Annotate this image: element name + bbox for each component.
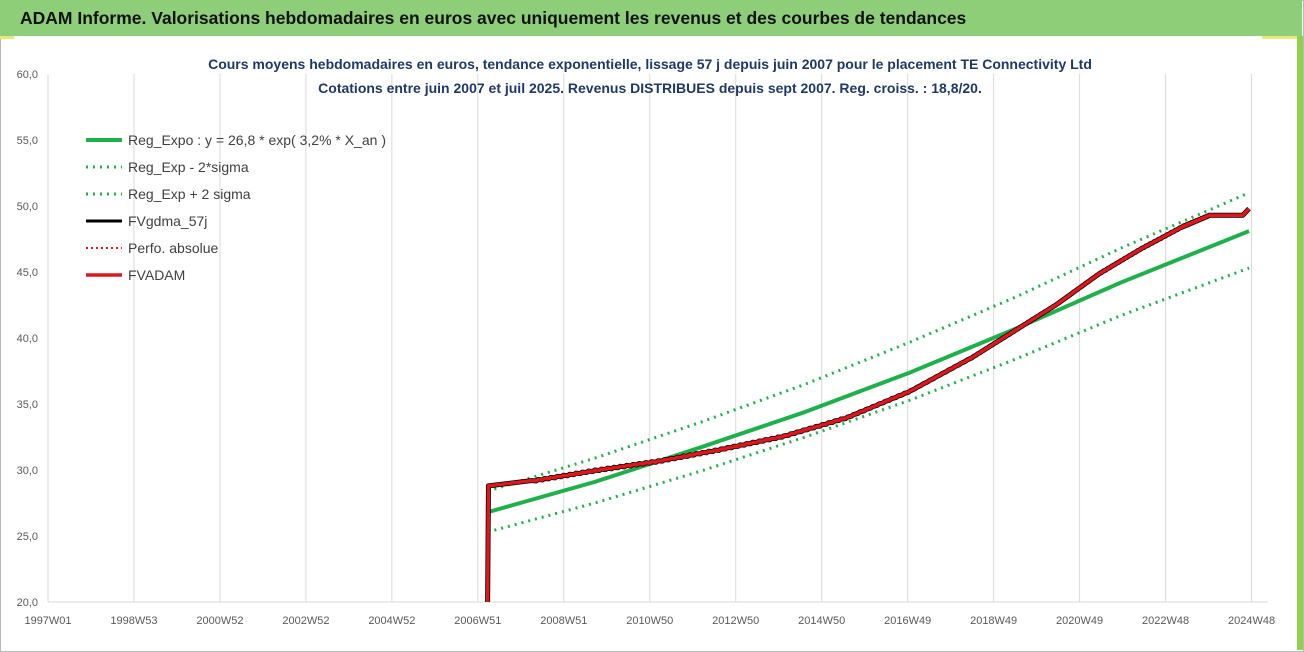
header-title: ADAM Informe. Valorisations hebdomadaire…: [20, 8, 967, 28]
x-tick-label: 1998W53: [110, 615, 157, 627]
legend-label: Reg_Expo : y = 26,8 * exp( 3,2% * X_an ): [128, 132, 386, 148]
legend-label: Perfo. absolue: [128, 240, 218, 256]
x-tick-label: 2006W51: [454, 615, 501, 627]
y-tick-label: 35,0: [17, 399, 38, 411]
x-tick-label: 2002W52: [282, 615, 329, 627]
y-axis-ticks: 20,0 25,0 30,0 35,0 40,0 45,0 50,0 55,0 60,0: [17, 69, 38, 609]
header-accent-left: [0, 36, 14, 39]
y-tick-label: 45,0: [17, 267, 38, 279]
x-axis-ticks: 1997W01 1998W53 2000W52 2002W52 2004W52 2006W…: [24, 615, 1275, 627]
series-layer: [485, 191, 1251, 603]
legend-label: Reg_Exp + 2 sigma: [128, 186, 251, 202]
chart-subtitle: Cotations entre juin 2007 et juil 2025. …: [318, 80, 982, 96]
y-tick-label: 50,0: [17, 201, 38, 213]
grid-lines: [47, 74, 1268, 603]
x-tick-label: 2016W49: [884, 615, 931, 627]
x-tick-label: 2018W49: [970, 615, 1017, 627]
x-tick-label: 2008W51: [540, 615, 587, 627]
header-bar: ADAM Informe. Valorisations hebdomadaire…: [0, 0, 1302, 36]
x-tick-label: 2024W48: [1228, 615, 1275, 627]
legend-label: Reg_Exp - 2*sigma: [128, 159, 249, 175]
y-tick-label: 40,0: [17, 333, 38, 345]
x-tick-label: 2010W50: [626, 615, 673, 627]
y-tick-label: 60,0: [17, 69, 38, 81]
x-tick-label: 2014W50: [798, 615, 845, 627]
series-line-2: [487, 191, 1250, 493]
y-tick-label: 25,0: [17, 531, 38, 543]
x-tick-label: 1997W01: [24, 615, 71, 627]
x-tick-label: 2004W52: [368, 615, 415, 627]
legend-label: FVADAM: [128, 267, 185, 283]
series-line-0: [487, 229, 1250, 515]
series-fvgdma-line: [485, 206, 1251, 603]
y-tick-label: 20,0: [17, 597, 38, 609]
header-accent-right: [1262, 36, 1297, 39]
x-tick-label: 2012W50: [712, 615, 759, 627]
y-tick-label: 55,0: [17, 135, 38, 147]
legend-label: FVgdma_57j: [128, 213, 207, 229]
series-line-3: [485, 207, 1251, 603]
series-line-1: [487, 266, 1250, 534]
y-tick-label: 30,0: [17, 465, 38, 477]
x-tick-label: 2000W52: [196, 615, 243, 627]
chart-title: Cours moyens hebdomadaires en euros, ten…: [208, 56, 1092, 72]
legend: Reg_Expo : y = 26,8 * exp( 3,2% * X_an )…: [86, 132, 386, 283]
x-tick-label: 2022W48: [1142, 615, 1189, 627]
right-green-band: [1297, 36, 1303, 650]
x-tick-label: 2020W49: [1056, 615, 1103, 627]
